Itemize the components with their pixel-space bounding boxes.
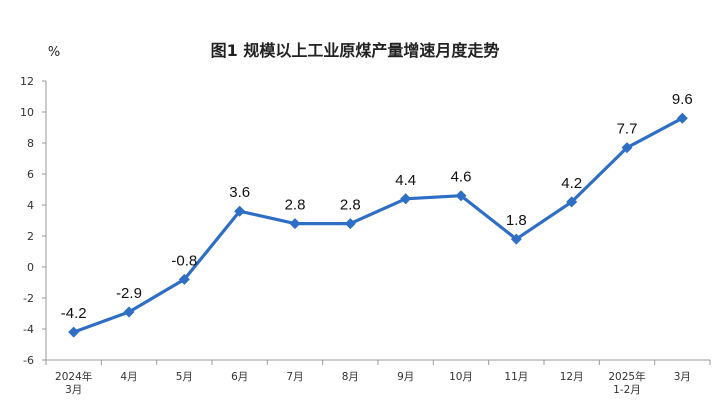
y-tick-label: 0 [27, 261, 34, 274]
data-point-marker [178, 273, 190, 285]
y-tick-label: 6 [27, 168, 34, 181]
y-tick-label: -4 [23, 323, 34, 336]
y-tick-label: 2 [27, 230, 34, 243]
y-tick-label: 8 [27, 137, 34, 150]
data-label: 2.8 [340, 197, 361, 214]
data-point-marker [400, 193, 412, 205]
x-tick-label: 8月 [342, 371, 359, 383]
data-point-marker [234, 205, 246, 217]
y-tick-label: 12 [20, 75, 34, 88]
data-label: -4.2 [61, 305, 87, 322]
data-label: 7.7 [617, 121, 638, 138]
x-tick-label: 10月 [449, 371, 473, 383]
data-point-marker [621, 142, 633, 154]
x-tick-label: 11月 [504, 371, 528, 383]
x-tick-label: 1-2月 [613, 384, 641, 396]
x-tick-label: 5月 [176, 371, 193, 383]
data-label: 2.8 [285, 197, 306, 214]
data-point-marker [566, 196, 578, 208]
data-label: -2.9 [116, 285, 142, 302]
data-label: 4.2 [561, 175, 582, 192]
x-tick-label: 3月 [674, 371, 691, 383]
x-tick-label: 7月 [286, 371, 303, 383]
x-tick-label: 2025年 [608, 370, 645, 383]
data-point-marker [510, 233, 522, 245]
data-label: 3.6 [229, 184, 250, 201]
x-tick-label: 9月 [397, 371, 414, 383]
x-tick-label: 2024年 [55, 370, 92, 383]
data-point-marker [344, 218, 356, 230]
data-label: 1.8 [506, 212, 527, 229]
y-tick-labels: 12 10 8 6 4 2 0 -2 -4 -6 [20, 75, 34, 367]
x-tick-label: 12月 [560, 371, 584, 383]
data-label: 4.6 [451, 169, 472, 186]
data-point-marker [676, 112, 688, 124]
axes [42, 80, 711, 365]
data-label: 9.6 [672, 91, 693, 108]
y-tick-label: 4 [27, 199, 34, 212]
data-point-marker [68, 326, 80, 338]
series-line-path [72, 116, 684, 334]
y-tick-label: -2 [23, 292, 34, 305]
x-tick-label: 6月 [231, 371, 248, 383]
x-tick-label: 4月 [120, 371, 137, 383]
data-point-marker [123, 306, 135, 318]
data-labels: -4.2 -2.9 -0.8 3.6 2.8 2.8 4.4 4.6 1.8 4.2 7.7 9.6 [61, 91, 693, 322]
data-label: 4.4 [395, 172, 416, 189]
y-tick-label: -6 [23, 354, 34, 367]
y-tick-label: 10 [20, 106, 34, 119]
data-point-marker [289, 218, 301, 230]
chart-title: 图1 规模以上工业原煤产量增速月度走势 [211, 41, 500, 60]
x-tick-label: 3月 [65, 384, 82, 396]
data-label: -0.8 [171, 252, 197, 269]
series-line [68, 112, 688, 338]
y-axis-unit: % [48, 45, 60, 60]
data-point-marker [455, 190, 467, 202]
